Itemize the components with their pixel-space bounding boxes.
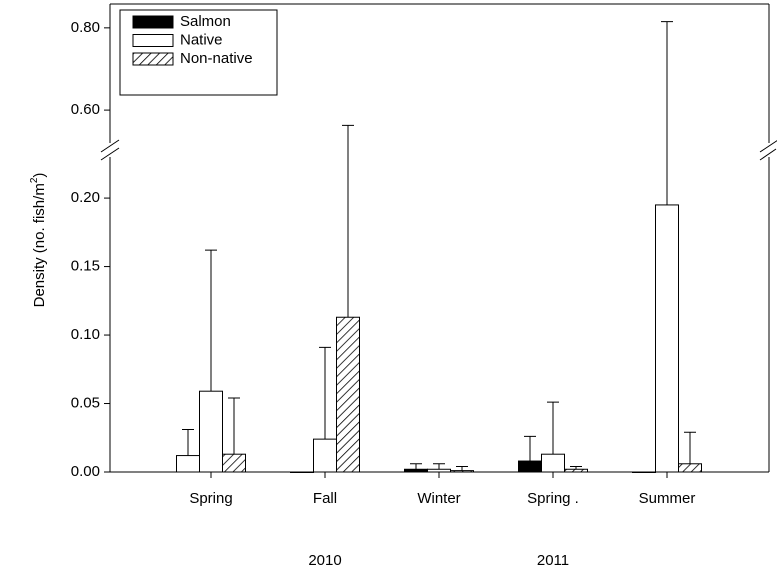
bar [199, 390, 223, 473]
error-bar [342, 124, 354, 318]
y-tick-label: 0.15 [71, 258, 100, 275]
y-tick-label: 0.20 [71, 189, 100, 206]
error-bar [684, 431, 696, 464]
y-tick-label: 0.00 [71, 463, 100, 480]
y-tick-label: 0.60 [71, 101, 100, 118]
legend-swatch [132, 34, 174, 47]
bar [564, 468, 588, 473]
bar [450, 470, 474, 473]
error-bar [182, 429, 194, 456]
legend-label: Salmon [180, 13, 231, 30]
bar [655, 204, 679, 473]
bar [176, 455, 200, 473]
error-bar [205, 249, 217, 392]
error-bar [410, 463, 422, 470]
legend-swatch [132, 52, 174, 66]
x-tick-label: Summer [639, 490, 696, 507]
legend-label: Native [180, 31, 223, 48]
y-tick-label: 0.10 [71, 326, 100, 343]
x-tick-label: Fall [313, 490, 337, 507]
bar [541, 453, 565, 473]
error-bar [524, 435, 536, 462]
bar [222, 453, 246, 473]
bar [427, 468, 451, 473]
group-label: 2011 [537, 552, 569, 569]
bar [313, 438, 337, 473]
error-bar [456, 466, 468, 471]
legend-swatch [132, 15, 174, 29]
bar [678, 463, 702, 473]
x-tick-label: Spring [189, 490, 232, 507]
error-bar [319, 346, 331, 440]
y-axis-title: Density (no. fish/m2) [29, 173, 48, 308]
error-bar [661, 21, 673, 205]
y-tick-label: 0.80 [71, 19, 100, 36]
bar [518, 460, 542, 473]
bar [336, 316, 360, 473]
x-tick-label: Spring . [527, 490, 579, 507]
bar [404, 468, 428, 473]
error-bar [228, 397, 240, 455]
legend-label: Non-native [180, 50, 253, 67]
error-bar [570, 466, 582, 470]
error-bar [547, 401, 559, 455]
x-tick-label: Winter [417, 490, 460, 507]
group-label: 2010 [308, 552, 341, 569]
error-bar [433, 463, 445, 470]
y-tick-label: 0.05 [71, 394, 100, 411]
